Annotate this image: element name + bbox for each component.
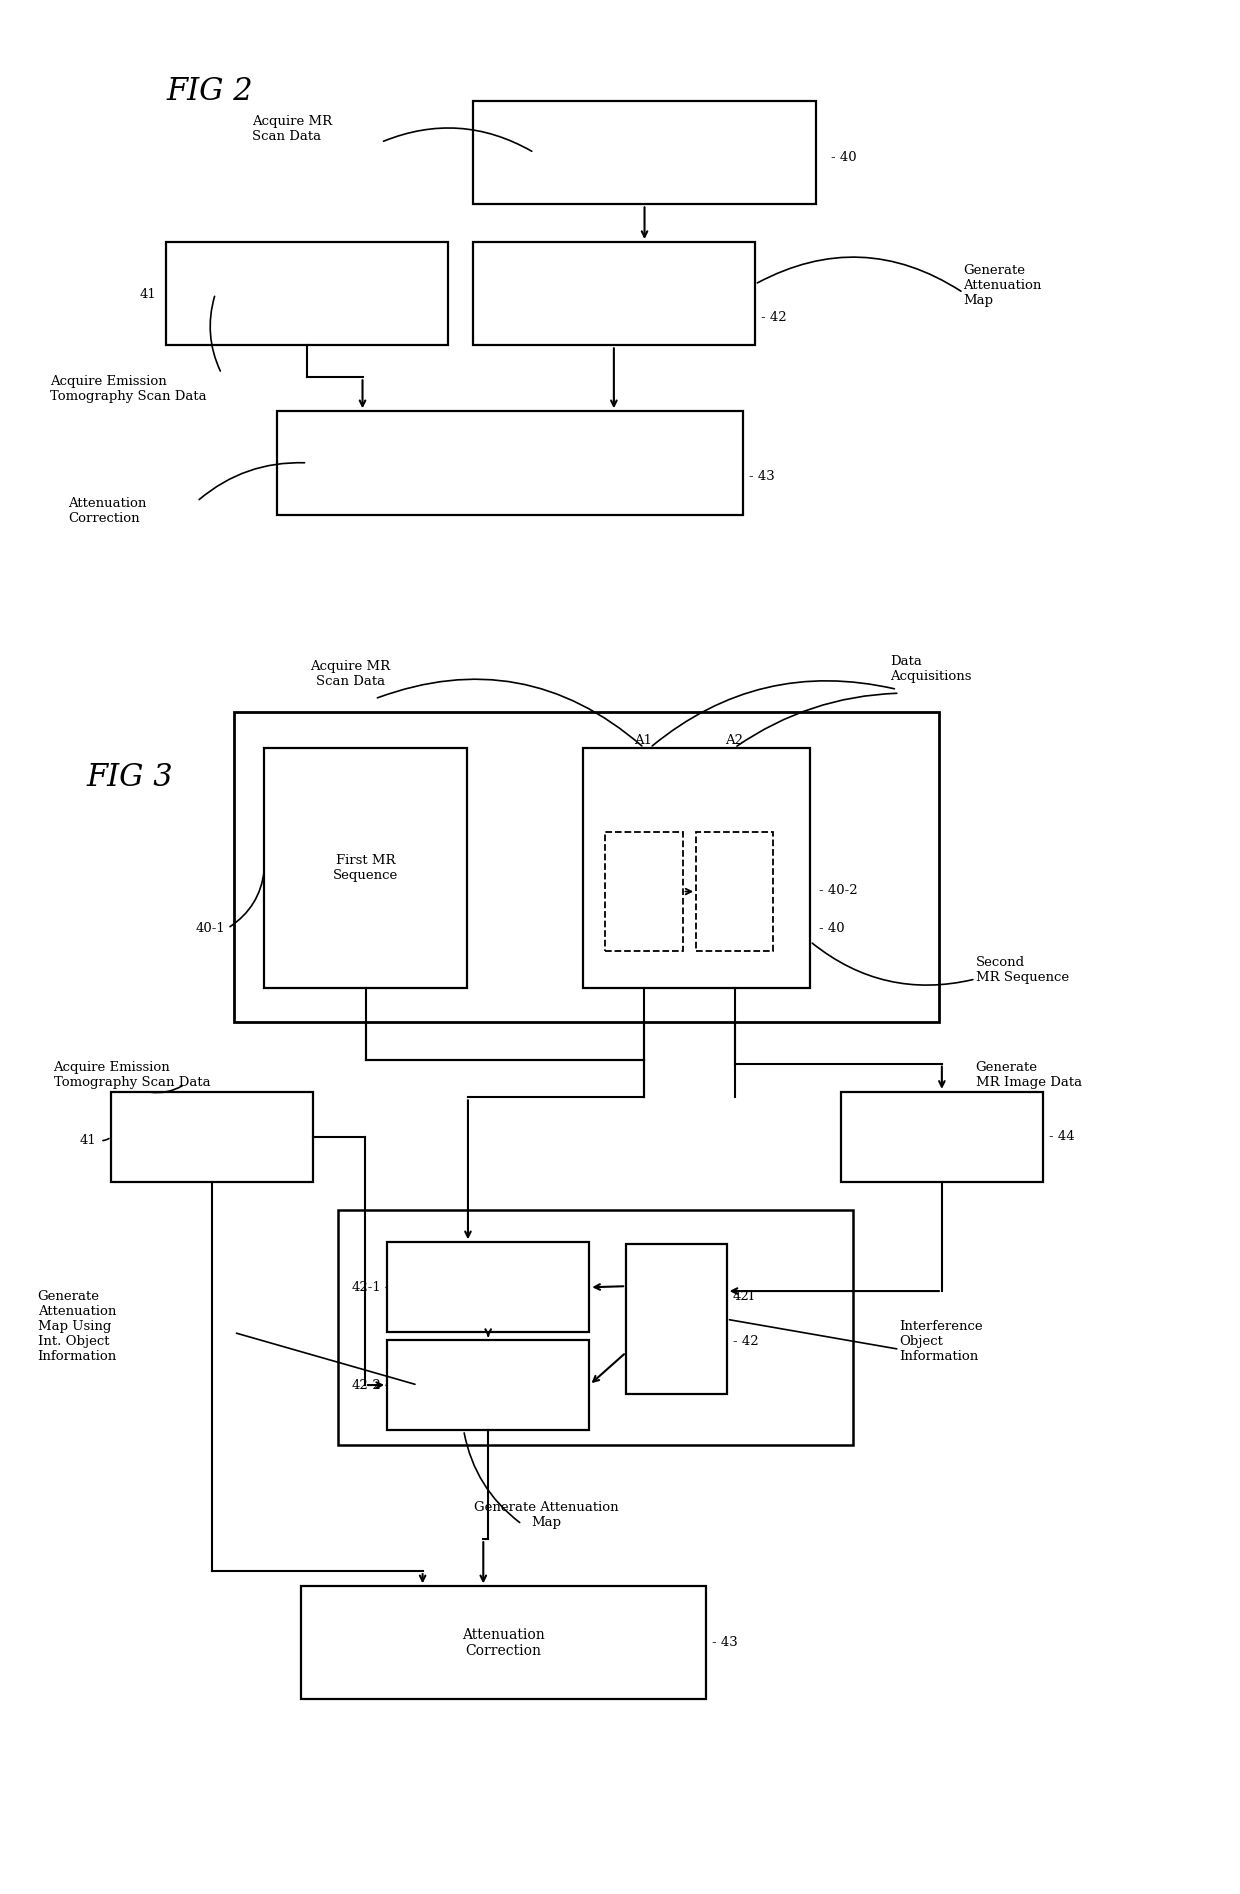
Text: 41: 41 <box>139 288 156 301</box>
Text: Acquire Emission
Tomography Scan Data: Acquire Emission Tomography Scan Data <box>50 375 207 403</box>
Bar <box>166 242 449 345</box>
Bar <box>696 831 774 951</box>
Text: Acquire MR
Scan Data: Acquire MR Scan Data <box>252 116 332 144</box>
Text: Generate
Attenuation
Map Using
Int. Object
Information: Generate Attenuation Map Using Int. Obje… <box>37 1290 117 1364</box>
Text: - 43: - 43 <box>749 470 775 483</box>
Bar <box>472 100 816 205</box>
Text: - 44: - 44 <box>1049 1131 1075 1144</box>
Text: 42-2: 42-2 <box>351 1379 381 1392</box>
Bar <box>112 1091 314 1182</box>
Bar <box>841 1091 1043 1182</box>
Bar <box>301 1587 706 1699</box>
Bar <box>626 1244 727 1394</box>
Bar <box>387 1242 589 1331</box>
Text: Second
MR Sequence: Second MR Sequence <box>976 956 1069 983</box>
Bar <box>339 1210 853 1445</box>
Text: Generate
MR Image Data: Generate MR Image Data <box>976 1061 1081 1089</box>
Text: Attenuation
Correction: Attenuation Correction <box>463 1627 544 1657</box>
Text: FIG 2: FIG 2 <box>166 76 253 108</box>
Text: Generate Attenuation
Map: Generate Attenuation Map <box>474 1500 619 1528</box>
Text: - 40-2: - 40-2 <box>818 884 857 898</box>
Text: FIG 3: FIG 3 <box>87 761 174 794</box>
Text: Interference
Object
Information: Interference Object Information <box>899 1320 983 1364</box>
Text: - 40: - 40 <box>831 152 857 165</box>
Text: 42-1: 42-1 <box>351 1280 381 1294</box>
Bar <box>264 748 466 989</box>
Text: 42I: 42I <box>733 1290 755 1303</box>
Bar <box>277 411 743 515</box>
Bar <box>472 242 755 345</box>
Text: Generate
Attenuation
Map: Generate Attenuation Map <box>963 263 1042 307</box>
Text: A1: A1 <box>635 733 652 746</box>
Bar <box>605 831 682 951</box>
Text: First MR
Sequence: First MR Sequence <box>334 854 398 883</box>
Text: Acquire MR
Scan Data: Acquire MR Scan Data <box>310 661 391 688</box>
Text: Data
Acquisitions: Data Acquisitions <box>890 655 971 682</box>
Bar <box>234 712 939 1023</box>
Text: - 42: - 42 <box>733 1335 759 1349</box>
Bar <box>387 1339 589 1430</box>
Text: - 42: - 42 <box>761 311 786 324</box>
Text: Acquire Emission
Tomography Scan Data: Acquire Emission Tomography Scan Data <box>53 1061 210 1089</box>
Bar <box>583 748 810 989</box>
Text: - 43: - 43 <box>712 1636 738 1650</box>
Text: A2: A2 <box>725 733 743 746</box>
Text: 41: 41 <box>79 1135 97 1148</box>
Text: Attenuation
Correction: Attenuation Correction <box>68 496 146 525</box>
Text: - 40: - 40 <box>818 922 844 936</box>
Text: 40-1: 40-1 <box>196 922 226 936</box>
